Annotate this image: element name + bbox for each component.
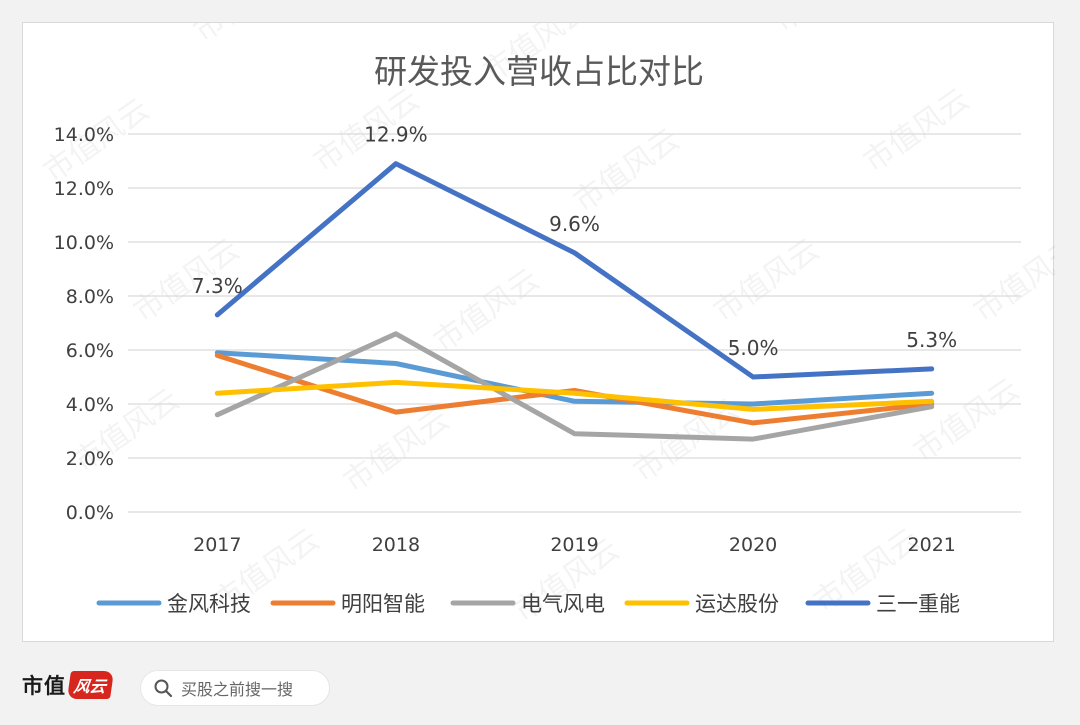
y-axis-ticks: 0.0% 2.0% 4.0% 6.0% 8.0% 10.0% 12.0% 14.0% (54, 124, 114, 524)
x-tick-label: 2019 (550, 534, 598, 556)
legend-label: 运达股份 (695, 592, 779, 616)
data-label: 5.3% (906, 328, 957, 352)
data-label: 7.3% (192, 274, 243, 298)
legend: 金风科技 明阳智能 电气风电 运达股份 三一重能 (96, 592, 960, 616)
y-tick-label: 12.0% (54, 178, 114, 200)
footer-bar: 市值 风云 买股之前搜一搜 (0, 656, 1080, 725)
x-axis-ticks: 2017 2018 2019 2020 2021 (193, 534, 956, 556)
y-tick-label: 8.0% (66, 286, 114, 308)
brand-logo[interactable]: 市值 风云 (22, 670, 114, 700)
chart-frame: 市值风云市值风云市值风云市值风云市值风云市值风云市值风云市值风云市值风云市值风云… (22, 22, 1055, 642)
search-placeholder: 买股之前搜一搜 (181, 680, 294, 699)
y-tick-label: 14.0% (54, 124, 114, 146)
search-icon (153, 678, 173, 698)
data-label: 12.9% (364, 123, 428, 147)
x-tick-label: 2018 (372, 534, 420, 556)
legend-label: 电气风电 (521, 592, 605, 616)
series-line (214, 379, 935, 412)
series-line (214, 352, 935, 426)
x-tick-label: 2021 (908, 534, 956, 556)
series-line (214, 331, 935, 442)
x-tick-label: 2020 (729, 534, 777, 556)
y-tick-label: 2.0% (66, 448, 114, 470)
brand-mark: 风云 (67, 671, 114, 699)
series-lines (214, 161, 935, 442)
y-tick-label: 4.0% (66, 394, 114, 416)
search-button[interactable]: 买股之前搜一搜 (140, 670, 330, 706)
legend-label: 明阳智能 (341, 592, 425, 616)
legend-label: 三一重能 (876, 592, 960, 616)
line-chart: 市值风云市值风云市值风云市值风云市值风云市值风云市值风云市值风云市值风云市值风云… (38, 23, 1055, 630)
series-line (214, 350, 935, 407)
series-line (214, 161, 935, 380)
y-tick-label: 0.0% (66, 502, 114, 524)
watermark-layer: 市值风云市值风云市值风云市值风云市值风云市值风云市值风云市值风云市值风云市值风云… (38, 23, 1055, 630)
data-label: 9.6% (549, 212, 600, 236)
data-labels: 7.3% 12.9% 9.6% 5.0% 5.3% (192, 123, 957, 360)
gridlines (128, 133, 1021, 513)
brand-text: 市值 (22, 674, 66, 698)
y-tick-label: 6.0% (66, 340, 114, 362)
legend-label: 金风科技 (167, 592, 251, 616)
y-tick-label: 10.0% (54, 232, 114, 254)
x-tick-label: 2017 (193, 534, 241, 556)
data-label: 5.0% (728, 336, 779, 360)
chart-title: 研发投入营收占比对比 (374, 52, 704, 91)
